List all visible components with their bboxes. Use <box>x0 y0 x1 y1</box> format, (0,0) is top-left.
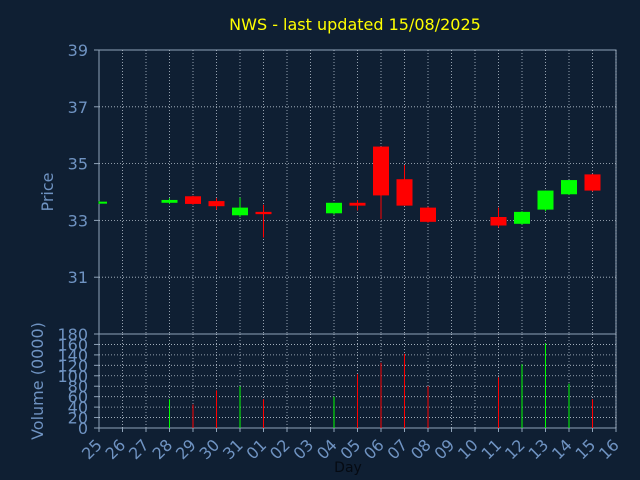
candle-body <box>584 174 601 191</box>
chart-title: NWS - last updated 15/08/2025 <box>229 15 481 34</box>
volume-tick-label: 140 <box>57 346 88 365</box>
volume-tick-label: 80 <box>68 377 88 396</box>
candle-04 <box>326 202 342 215</box>
price-panel: 31 33 35 37 39 Price <box>38 41 617 335</box>
candle-13 <box>537 190 554 212</box>
candle-25 <box>98 201 107 204</box>
volume-tick-label: 120 <box>57 356 88 375</box>
volume-axis-label: Volume (0000) <box>28 322 47 440</box>
candle-body <box>208 201 225 207</box>
volume-tick-label: 40 <box>68 398 88 417</box>
candle-29 <box>185 195 201 205</box>
candle-01 <box>255 204 272 238</box>
candle-06 <box>373 146 389 219</box>
candle-body <box>99 201 107 204</box>
x-tick-label: 16 <box>595 435 623 463</box>
volume-tick-label: 180 <box>57 325 88 344</box>
price-tick-label: 35 <box>68 155 88 174</box>
price-axis-label: Price <box>38 172 57 211</box>
candle-body <box>537 190 554 210</box>
price-tick-label: 31 <box>68 268 88 287</box>
price-tick-label: 37 <box>68 98 88 117</box>
x-axis-label: Day <box>334 460 362 476</box>
candle-14 <box>561 180 577 195</box>
volume-tick-label: 20 <box>68 409 88 428</box>
candle-body <box>349 202 366 206</box>
candle-body <box>326 202 342 214</box>
candle-body <box>561 180 577 195</box>
candle-body <box>514 211 530 224</box>
candle-body <box>373 146 389 196</box>
candle-28 <box>161 198 178 204</box>
candle-12 <box>514 211 530 225</box>
candle-05 <box>349 199 366 211</box>
x-axis: 2526272829303101020304050607080910111213… <box>78 428 623 476</box>
volume-tick-label: 100 <box>57 367 88 386</box>
candle-body <box>255 211 272 215</box>
candle-body <box>396 179 413 206</box>
volume-tick-label: 60 <box>68 388 88 407</box>
volume-tick-label: 160 <box>57 335 88 354</box>
candle-08 <box>420 206 436 223</box>
candle-07 <box>396 165 413 206</box>
candle-15 <box>584 173 601 192</box>
candle-31 <box>232 197 248 217</box>
candle-body <box>490 216 507 226</box>
candle-body <box>161 199 178 203</box>
candle-body <box>185 196 201 204</box>
price-tick-label: 33 <box>68 211 88 230</box>
candle-body <box>232 207 248 216</box>
candle-11 <box>490 207 507 228</box>
volume-tick-label: 0 <box>78 419 88 438</box>
candle-30 <box>208 198 225 210</box>
price-tick-label: 39 <box>68 41 88 60</box>
chart-title-group: NWS - last updated 15/08/2025 <box>229 15 481 34</box>
candle-body <box>420 207 436 222</box>
